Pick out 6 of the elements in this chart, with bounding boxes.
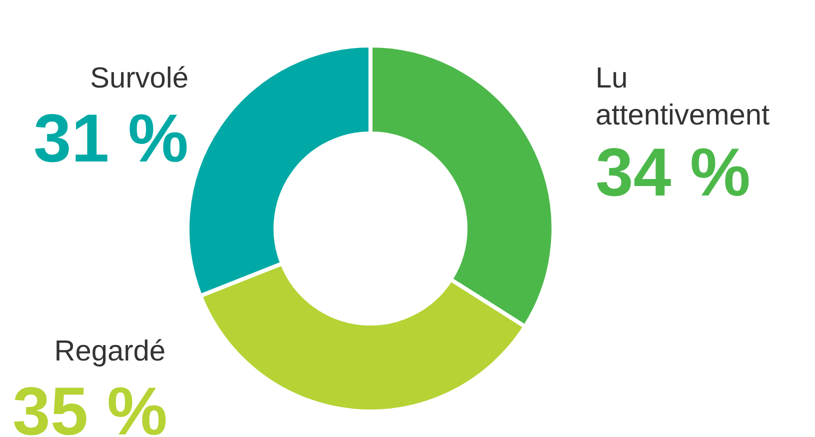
slice-label: Survolé: [90, 62, 188, 94]
slice-label: Lu attentivement: [596, 62, 770, 132]
data-label: 35 %: [12, 374, 168, 437]
data-label: 34 %: [596, 134, 750, 210]
slice-label: Regardé: [54, 336, 166, 368]
data-label: 31 %: [34, 100, 189, 176]
